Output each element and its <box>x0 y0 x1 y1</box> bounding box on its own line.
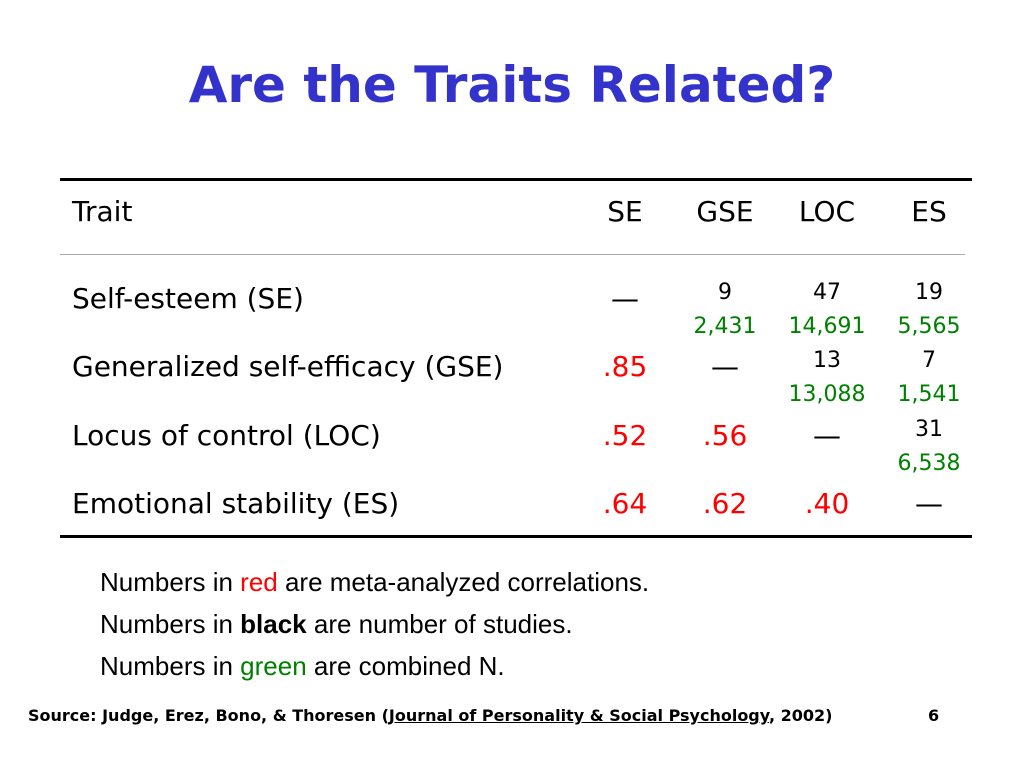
legend-line-black: Numbers in black are number of studies. <box>100 603 649 645</box>
cell-se-gse-studies: 9 <box>718 280 732 305</box>
cell-es-se: .64 <box>602 487 648 520</box>
cell-loc-es-studies: 31 <box>915 417 943 442</box>
legend-line-green: Numbers in green are combined N. <box>100 645 649 687</box>
cell-loc-es-n: 6,538 <box>897 451 961 476</box>
row-label-gse: Generalized self-efficacy (GSE) <box>72 350 504 383</box>
cell-gse-es-studies: 7 <box>922 348 936 373</box>
header-trait: Trait <box>72 195 133 228</box>
cell-loc-se: .52 <box>602 419 648 452</box>
legend-text: Numbers in <box>100 609 241 639</box>
table-top-rule <box>60 178 972 181</box>
header-se: SE <box>607 195 643 228</box>
table-header-rule <box>60 254 965 255</box>
cell-se-loc-studies: 47 <box>813 280 841 305</box>
cell-se-es-studies: 19 <box>915 280 943 305</box>
row-label-es: Emotional stability (ES) <box>72 487 400 520</box>
legend-notes: Numbers in red are meta-analyzed correla… <box>100 561 649 687</box>
legend-text: Numbers in <box>100 567 241 597</box>
legend-text: are number of studies. <box>306 609 573 639</box>
table-bottom-rule <box>60 535 972 538</box>
cell-se-es-n: 5,565 <box>897 314 961 339</box>
legend-line-red: Numbers in red are meta-analyzed correla… <box>100 561 649 603</box>
cell-gse-loc-n: 13,088 <box>788 382 866 407</box>
cell-se-se: — <box>611 282 639 315</box>
cell-se-gse-n: 2,431 <box>693 314 757 339</box>
cell-es-loc: .40 <box>804 487 850 520</box>
source-journal: Journal of Personality & Social Psycholo… <box>388 706 769 725</box>
header-es: ES <box>911 195 947 228</box>
legend-key-red: red <box>240 567 278 597</box>
cell-loc-loc: — <box>813 419 841 452</box>
cell-gse-se: .85 <box>602 350 648 383</box>
cell-es-gse: .62 <box>702 487 748 520</box>
source-prefix: Source: Judge, Erez, Bono, & Thoresen ( <box>28 706 389 725</box>
row-label-loc: Locus of control (LOC) <box>72 419 381 452</box>
cell-gse-es-n: 1,541 <box>897 382 961 407</box>
cell-gse-loc-studies: 13 <box>813 348 841 373</box>
cell-se-loc-n: 14,691 <box>788 314 866 339</box>
source-suffix: , 2002) <box>768 706 833 725</box>
header-gse: GSE <box>696 195 754 228</box>
legend-text: Numbers in <box>100 651 241 681</box>
header-loc: LOC <box>798 195 856 228</box>
cell-gse-gse: — <box>711 350 739 383</box>
legend-text: are combined N. <box>306 651 505 681</box>
cell-loc-gse: .56 <box>702 419 748 452</box>
page-number: 6 <box>928 706 940 725</box>
legend-text: are meta-analyzed correlations. <box>277 567 650 597</box>
row-label-se: Self-esteem (SE) <box>72 282 304 315</box>
source-citation: Source: Judge, Erez, Bono, & Thoresen (J… <box>28 706 832 725</box>
slide-title: Are the Traits Related? <box>188 56 836 114</box>
legend-key-green: green <box>240 651 307 681</box>
cell-es-es: — <box>915 487 943 520</box>
legend-key-black: black <box>240 609 307 639</box>
